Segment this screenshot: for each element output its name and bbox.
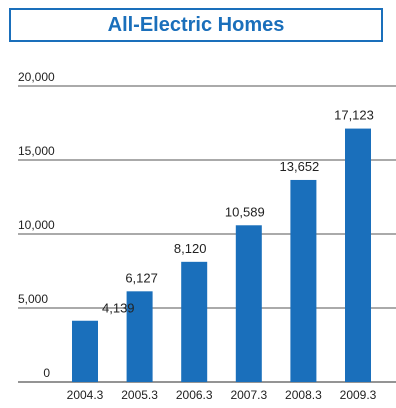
- data-label: 4,139: [102, 301, 135, 316]
- y-tick-label: 10,000: [18, 218, 55, 232]
- category-label: 2005.3: [121, 388, 158, 402]
- category-label: 2007.3: [230, 388, 267, 402]
- bar: [181, 261, 208, 382]
- bar: [72, 320, 98, 382]
- data-label: 17,123: [334, 108, 374, 123]
- y-tick-label: 5,000: [18, 292, 48, 306]
- y-tick-labels: 0 5,000 10,000 15,000 20,000: [18, 70, 55, 380]
- category-label: 2006.3: [176, 388, 213, 402]
- data-labels: 4,139 6,127 8,120 10,589 13,652 17,123: [102, 108, 374, 316]
- chart-title-box: All-Electric Homes: [9, 8, 383, 42]
- category-labels: 2004.3 2005.3 2006.3 2007.3 2008.3 2009.3: [67, 388, 377, 402]
- chart-title: All-Electric Homes: [107, 13, 285, 36]
- y-tick-label: 0: [43, 366, 50, 380]
- bar: [290, 179, 317, 382]
- bar: [345, 128, 371, 382]
- category-label: 2008.3: [285, 388, 322, 402]
- bar: [126, 291, 153, 382]
- data-label: 6,127: [125, 270, 158, 285]
- data-label: 13,652: [280, 159, 320, 174]
- y-tick-label: 15,000: [18, 144, 55, 158]
- data-label: 8,120: [174, 241, 207, 256]
- category-label: 2004.3: [67, 388, 104, 402]
- y-tick-label: 20,000: [18, 70, 55, 84]
- category-label: 2009.3: [340, 388, 377, 402]
- bar: [235, 225, 262, 382]
- data-label: 10,589: [225, 204, 265, 219]
- bars: [72, 128, 371, 382]
